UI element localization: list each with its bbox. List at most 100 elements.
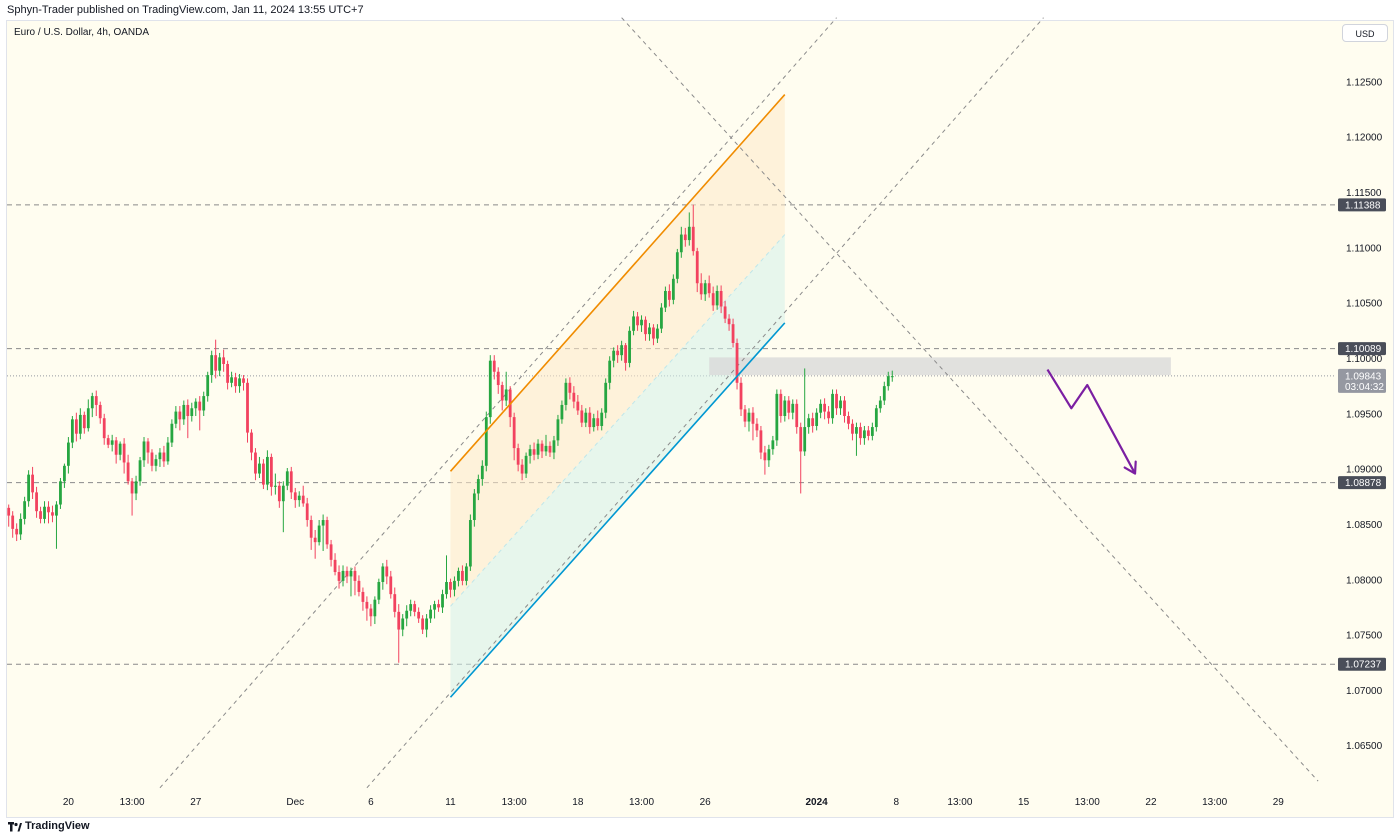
candle-body <box>488 360 492 418</box>
candle-body <box>55 504 58 516</box>
candle-body <box>751 412 755 424</box>
candle-body <box>273 485 277 487</box>
candle <box>580 404 584 428</box>
candle <box>703 279 707 301</box>
candle-body <box>536 443 540 455</box>
candle <box>751 407 755 441</box>
candle-body <box>476 479 480 494</box>
candle-body <box>98 404 102 419</box>
candle <box>178 406 182 431</box>
tradingview-brand[interactable]: TradingView <box>25 820 90 832</box>
y-tick-label: 1.12000 <box>1346 133 1383 144</box>
candle <box>882 381 886 405</box>
y-tick-label: 1.06500 <box>1346 741 1383 752</box>
candle-body <box>433 604 436 610</box>
candle <box>890 370 894 382</box>
candle <box>588 407 592 434</box>
y-tick-label: 1.11000 <box>1346 243 1382 254</box>
candle-body <box>182 404 186 420</box>
candle <box>827 406 830 424</box>
candle-body <box>572 392 576 402</box>
candle <box>94 390 98 417</box>
candle-body <box>325 520 329 545</box>
x-tick-label: Dec <box>286 797 304 808</box>
candle <box>393 587 397 618</box>
candle <box>162 445 166 467</box>
candle <box>301 485 305 507</box>
candle <box>457 567 460 587</box>
currency-button[interactable]: USD <box>1342 24 1388 42</box>
level-badge <box>1338 657 1386 671</box>
candle-body <box>281 485 285 502</box>
tradingview-logo-icon[interactable] <box>8 822 22 832</box>
candle <box>305 497 309 527</box>
candle <box>202 391 206 417</box>
candle <box>70 416 74 449</box>
candle <box>234 372 237 393</box>
candle-body <box>648 327 651 335</box>
candle <box>441 589 444 613</box>
candle-body <box>612 350 616 361</box>
candle-body <box>174 411 178 424</box>
candle-body <box>811 418 815 426</box>
candle-body <box>449 581 452 590</box>
level-badge-label: 1.07237 <box>1345 660 1382 671</box>
candle <box>520 459 524 481</box>
candle <box>759 425 763 460</box>
symbol-title[interactable]: Euro / U.S. Dollar, 4h, OANDA <box>14 27 150 38</box>
candle-body <box>305 503 309 521</box>
y-tick-label: 1.09000 <box>1346 465 1383 476</box>
candle-body <box>707 283 711 294</box>
candle-body <box>441 594 444 608</box>
candle <box>735 338 739 390</box>
candle-body <box>863 430 866 439</box>
candle <box>468 514 472 571</box>
candle-body <box>795 403 799 428</box>
candle <box>190 402 194 422</box>
candle <box>819 399 823 419</box>
candle <box>755 418 759 438</box>
candle <box>723 300 727 324</box>
candle-body <box>214 355 218 371</box>
candle <box>47 501 50 524</box>
candle-body <box>86 408 90 429</box>
candle-body <box>528 449 532 456</box>
candle <box>791 399 795 420</box>
candle-body <box>719 290 723 307</box>
candle-body <box>815 412 819 426</box>
candle <box>198 396 202 431</box>
candle-body <box>142 441 146 461</box>
candle-body <box>206 375 210 397</box>
candle-body <box>27 474 30 502</box>
candle-body <box>47 506 50 513</box>
candle-body <box>238 378 241 387</box>
candle <box>258 456 261 478</box>
candle <box>353 566 357 596</box>
candle-body <box>210 355 214 376</box>
candle-body <box>711 293 715 306</box>
candle-body <box>357 580 361 592</box>
candle-body <box>138 460 142 482</box>
candle-body <box>130 481 134 494</box>
candle <box>106 434 110 449</box>
candle-body <box>293 492 297 501</box>
candle <box>449 578 452 598</box>
candle-body <box>592 418 596 428</box>
candle <box>238 373 241 393</box>
candle-body <box>628 330 631 363</box>
candle-body <box>337 572 341 581</box>
candle-body <box>723 306 727 319</box>
y-tick-label: 1.12500 <box>1346 77 1383 88</box>
candle <box>43 501 46 524</box>
candle <box>194 398 198 417</box>
candle-body <box>512 417 516 449</box>
candle <box>118 441 122 461</box>
candle <box>230 371 233 388</box>
candle <box>803 368 807 456</box>
candle-body <box>831 393 834 419</box>
candle-body <box>468 520 472 567</box>
candle-body <box>134 481 138 494</box>
chart-canvas[interactable]: 1.06500 1.07000 1.07500 1.08000 1.08500 1.090… <box>0 0 1400 818</box>
candle <box>266 450 269 491</box>
candle-body <box>870 427 874 436</box>
